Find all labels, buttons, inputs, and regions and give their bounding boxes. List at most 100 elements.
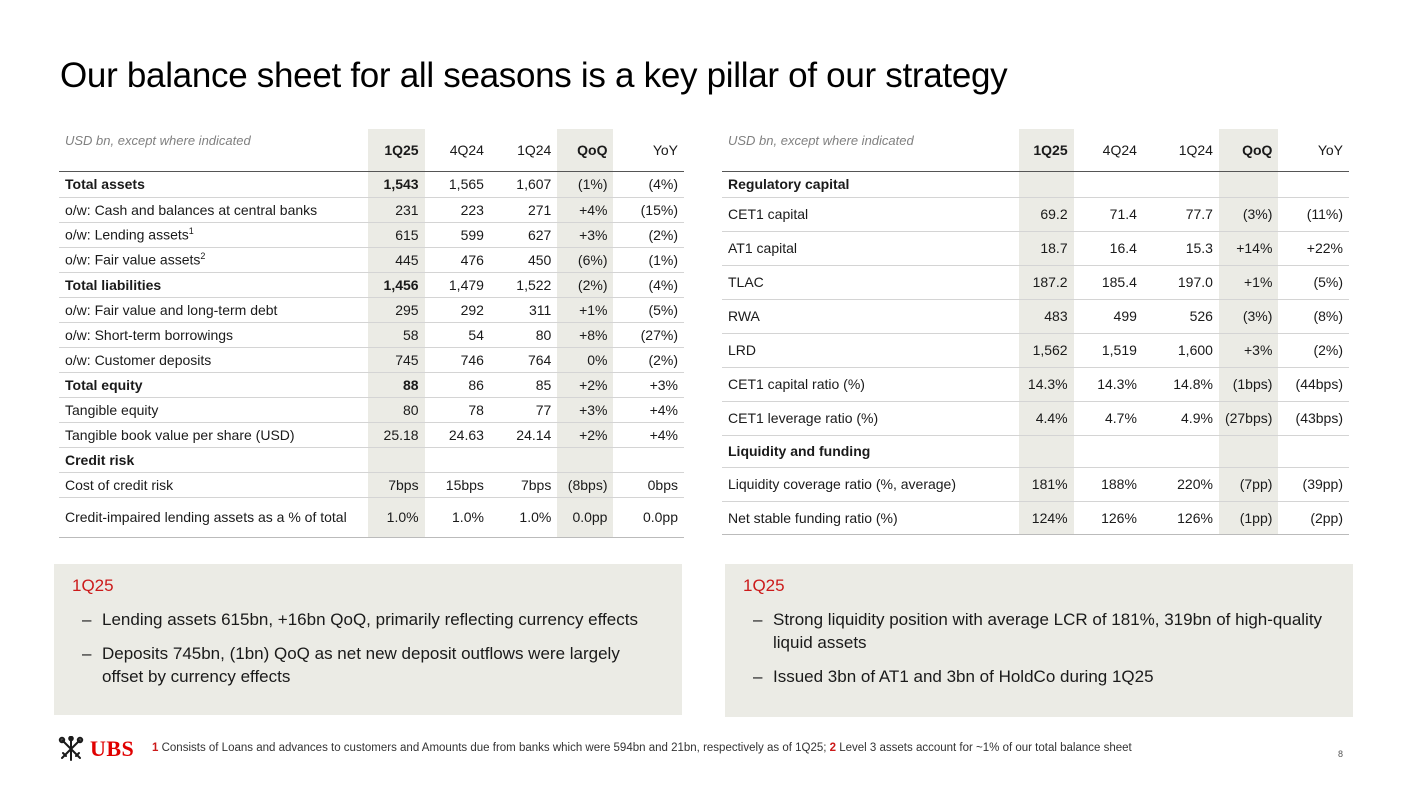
commentary-heading: 1Q25 <box>72 576 114 595</box>
table-cell: 445 <box>368 246 425 272</box>
table-cell: +8% <box>557 321 614 347</box>
table-cell: 15bps <box>424 471 490 497</box>
row-label: CET1 leverage ratio (%) <box>722 400 1019 435</box>
table-cell: 4.7% <box>1073 400 1143 435</box>
table-cell: (11%) <box>1278 196 1349 231</box>
table-cell: (2pp) <box>1278 500 1349 535</box>
balance-sheet-table: USD bn, except where indicated 1Q25 4Q24… <box>59 129 684 538</box>
table-cell: 1,543 <box>368 170 425 197</box>
table-cell: 77 <box>489 396 558 422</box>
row-label: Credit risk <box>59 446 369 472</box>
table-cell: (7pp) <box>1218 466 1279 501</box>
row-label-text: Credit risk <box>65 451 135 468</box>
table-cell: 85 <box>489 371 558 397</box>
commentary-list: Lending assets 615bn, +16bn QoQ, primari… <box>72 608 664 688</box>
capital-liquidity-table: USD bn, except where indicated 1Q25 4Q24… <box>722 129 1349 535</box>
list-item: Issued 3bn of AT1 and 3bn of HoldCo duri… <box>743 665 1335 688</box>
table-cell <box>1278 170 1349 197</box>
table-cell: 483 <box>1018 298 1074 333</box>
table-cell: +3% <box>557 221 614 247</box>
table-cell: 1,565 <box>424 170 490 197</box>
table-row: Credit-impaired lending assets as a % of… <box>59 496 684 538</box>
table-cell: 476 <box>424 246 490 272</box>
table-cell: (2%) <box>1278 332 1349 367</box>
table-row: Net stable funding ratio (%) 124% 126% 126%… <box>722 500 1349 535</box>
table-cell: (1%) <box>613 246 684 272</box>
table-cell: 220% <box>1142 466 1219 501</box>
table-cell: 450 <box>489 246 558 272</box>
row-label: o/w: Short-term borrowings <box>59 321 369 347</box>
table-cell: +14% <box>1218 230 1279 265</box>
table-cell: 311 <box>489 296 558 322</box>
table-cell: 292 <box>424 296 490 322</box>
table-row: TLAC 187.2 185.4 197.0 +1% (5%) <box>722 264 1349 299</box>
table-cell: 1,456 <box>368 271 425 297</box>
row-label: Total liabilities <box>59 271 369 297</box>
table-cell: (2%) <box>613 346 684 372</box>
table-cell: 24.63 <box>424 421 490 447</box>
table-cell: 1,562 <box>1018 332 1074 367</box>
row-label-text: Regulatory capital <box>728 176 850 192</box>
table-cell: 0.0pp <box>557 496 614 538</box>
row-label-text: Liquidity and funding <box>728 443 871 459</box>
row-label-text: Liquidity coverage ratio (%, average) <box>728 476 957 492</box>
table-cell: +1% <box>1218 264 1279 299</box>
footnote-marker: 2 <box>200 251 206 262</box>
table-cell: 1.0% <box>489 496 558 538</box>
table-cell: 15.3 <box>1142 230 1219 265</box>
table-row: RWA 483 499 526 (3%) (8%) <box>722 298 1349 333</box>
table-cell: 14.8% <box>1142 366 1219 401</box>
table-cell: (15%) <box>613 196 684 222</box>
table-cell: +4% <box>613 396 684 422</box>
table-cell: (8%) <box>1278 298 1349 333</box>
table-cell: 1.0% <box>368 496 425 538</box>
row-label-text: Cost of credit risk <box>65 476 174 493</box>
table-cell <box>368 446 425 472</box>
row-label-text: Tangible book value per share (USD) <box>65 426 295 443</box>
footnote-number: 2 <box>829 742 837 754</box>
page-title: Our balance sheet for all seasons is a k… <box>60 56 1008 95</box>
table-row: o/w: Fair value and long-term debt 295 292… <box>59 296 684 322</box>
table-cell: (27%) <box>613 321 684 347</box>
table-cell: +1% <box>557 296 614 322</box>
table-row: CET1 capital ratio (%) 14.3% 14.3% 14.8% (1b… <box>722 366 1349 401</box>
row-label: LRD <box>722 332 1019 367</box>
table-cell: (6%) <box>557 246 614 272</box>
row-label: CET1 capital ratio (%) <box>722 366 1019 401</box>
table-row: AT1 capital 18.7 16.4 15.3 +14% +22% <box>722 230 1349 265</box>
table-cell: +3% <box>613 371 684 397</box>
table-cell <box>1073 434 1143 467</box>
table-cell: (4%) <box>613 271 684 297</box>
row-label: Credit-impaired lending assets as a % of… <box>59 496 369 538</box>
list-item: Lending assets 615bn, +16bn QoQ, primari… <box>72 608 664 631</box>
table-cell: 18.7 <box>1018 230 1074 265</box>
column-header: QoQ <box>557 129 614 171</box>
row-label: Cost of credit risk <box>59 471 369 497</box>
row-label-text: CET1 capital ratio (%) <box>728 376 865 392</box>
row-label: Net stable funding ratio (%) <box>722 500 1019 535</box>
table-cell: (27bps) <box>1218 400 1279 435</box>
row-label-text: o/w: Cash and balances at central banks <box>65 201 318 218</box>
table-row: Total liabilities 1,456 1,479 1,522 (2%) (4%) <box>59 271 684 297</box>
table-cell: 1,519 <box>1073 332 1143 367</box>
row-label: Liquidity and funding <box>722 434 1019 467</box>
table-cell: 16.4 <box>1073 230 1143 265</box>
row-label: o/w: Fair value and long-term debt <box>59 296 369 322</box>
table-cell: 14.3% <box>1018 366 1074 401</box>
table-cell: 1,607 <box>489 170 558 197</box>
table-cell: (2%) <box>557 271 614 297</box>
table-cell <box>489 446 558 472</box>
table-cell <box>424 446 490 472</box>
ubs-keys-icon <box>58 736 84 761</box>
table-cell <box>1278 434 1349 467</box>
table-cell: 7bps <box>368 471 425 497</box>
footnote-number: 1 <box>152 742 159 754</box>
row-label-text: Total equity <box>65 376 143 393</box>
table-cell: (8bps) <box>557 471 614 497</box>
row-label-text: RWA <box>728 308 760 324</box>
table-cell: (1bps) <box>1218 366 1279 401</box>
table-row: Regulatory capital <box>722 170 1349 197</box>
unit-label: USD bn, except where indicated <box>728 133 914 148</box>
row-label: TLAC <box>722 264 1019 299</box>
table-cell: 4.4% <box>1018 400 1074 435</box>
